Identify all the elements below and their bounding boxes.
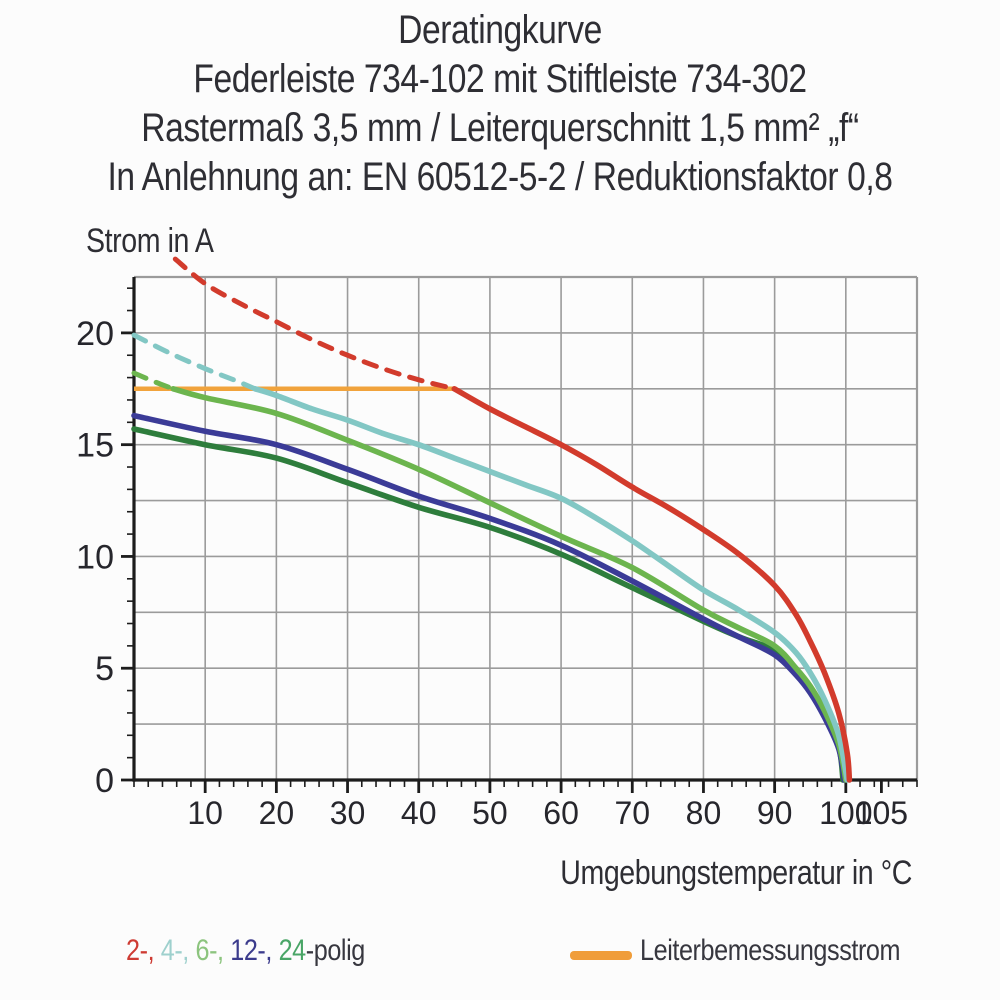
legend-item-4-polig: 4-,	[160, 934, 190, 967]
legend-item-12-polig: 12-,	[230, 934, 272, 967]
x-tick-label: 80	[686, 795, 722, 831]
chart-title-line-4: In Anlehnung an: EN 60512-5-2 / Reduktio…	[107, 155, 893, 199]
legend-item-24-polig: 24	[278, 934, 307, 967]
legend-item-6-polig: 6-,	[195, 934, 224, 967]
plot-frame	[134, 275, 919, 780]
y-tick-label: 20	[76, 315, 114, 353]
axes	[132, 277, 917, 782]
x-tick-label: 10	[187, 795, 223, 831]
curve-24-polig	[131, 426, 846, 783]
chart-title-line-3: Rastermaß 3,5 mm / Leiterquerschnitt 1,5…	[141, 106, 859, 150]
poles-legend-suffix: -polig	[305, 934, 366, 967]
poles-legend: 2-, 4-, 6-, 12-, 24-polig	[126, 934, 365, 968]
x-tick-label: 60	[543, 795, 579, 831]
poles-legend-items: 2-, 4-, 6-, 12-, 24	[126, 934, 306, 967]
curve-2-polig-dashed	[172, 256, 457, 392]
curve-6-polig-dashed	[131, 370, 176, 392]
x-tick-label: 40	[401, 795, 437, 831]
y-tick-label: 15	[76, 427, 114, 465]
curve-2-polig	[451, 386, 853, 783]
curves	[131, 256, 853, 783]
y-tick-label: 10	[76, 538, 114, 576]
chart-title-line-2: Federleiste 734-102 mit Stiftleiste 734-…	[193, 57, 807, 101]
x-axis-title: Umgebungstemperatur in °C	[560, 854, 912, 892]
reference-legend-label: Leiterbemessungsstrom	[640, 934, 901, 967]
x-tick-label: 105	[855, 795, 908, 831]
x-tick-label: 70	[614, 795, 650, 831]
chart-title-line-1: Deratingkurve	[398, 8, 602, 52]
x-tick-label: 30	[330, 795, 366, 831]
y-axis-title: Strom in A	[86, 222, 214, 260]
x-tick-label: 20	[259, 795, 295, 831]
curve-4-polig-dashed	[131, 332, 258, 392]
x-tick-label: 90	[757, 795, 793, 831]
curve-4-polig	[252, 386, 850, 783]
y-tick-label: 5	[95, 650, 114, 688]
curve-6-polig	[170, 386, 849, 783]
reference-line-swatch	[570, 951, 632, 960]
x-tick-label: 50	[472, 795, 508, 831]
legend-item-2-polig: 2-,	[126, 934, 155, 967]
x-tick-label: 100	[819, 795, 872, 831]
curve-12-polig	[131, 412, 848, 783]
y-axis-ticks: 0 5 10 15 20	[76, 287, 134, 800]
y-tick-label: 0	[95, 762, 114, 800]
chart-title-block: Deratingkurve Federleiste 734-102 mit St…	[80, 6, 920, 202]
